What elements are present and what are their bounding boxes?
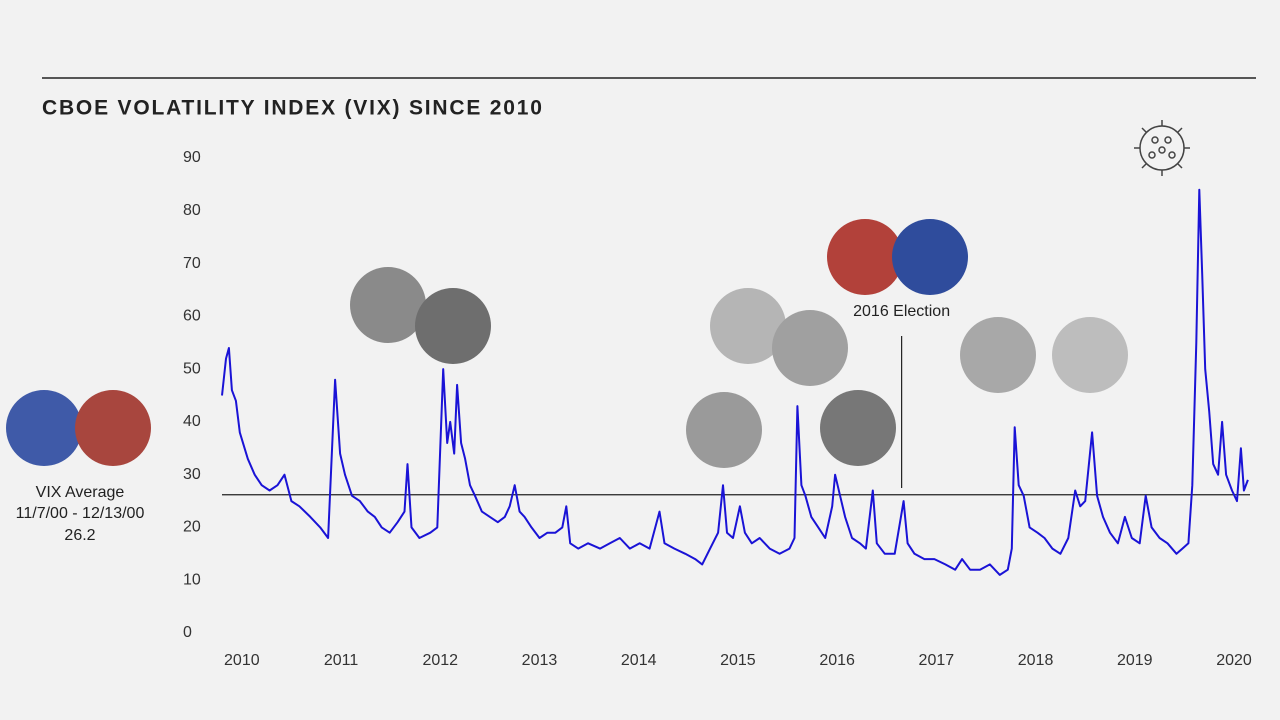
y-tick-label: 50 — [183, 360, 201, 377]
photo — [820, 390, 896, 466]
photo — [892, 219, 968, 295]
photo — [710, 288, 786, 364]
x-tick-label: 2019 — [1117, 652, 1153, 669]
photo — [75, 390, 151, 466]
x-tick-label: 2015 — [720, 652, 756, 669]
y-tick-label: 90 — [183, 149, 201, 166]
series-line — [221, 188, 1249, 576]
y-tick-label: 60 — [183, 308, 201, 325]
y-tick-label: 0 — [183, 624, 192, 641]
reference-label: VIX Average — [36, 484, 125, 501]
photo — [350, 267, 426, 343]
x-tick-label: 2011 — [324, 652, 359, 669]
x-tick-label: 2010 — [224, 652, 260, 669]
y-tick-label: 20 — [183, 519, 201, 536]
x-tick-label: 2018 — [1018, 652, 1054, 669]
y-tick-label: 30 — [183, 466, 201, 483]
x-tick-label: 2014 — [621, 652, 657, 669]
photo — [960, 317, 1036, 393]
photo — [686, 392, 762, 468]
annotation-label: 2016 Election — [853, 303, 950, 320]
chart-title: CBOE VOLATILITY INDEX (VIX) SINCE 2010 — [42, 97, 544, 120]
reference-value: 26.2 — [64, 527, 95, 544]
photo — [1052, 317, 1128, 393]
y-tick-label: 80 — [183, 202, 201, 219]
y-tick-label: 10 — [183, 571, 201, 588]
photo — [827, 219, 903, 295]
virus-icon — [1134, 120, 1190, 176]
photo — [6, 390, 82, 466]
x-tick-label: 2020 — [1216, 652, 1252, 669]
photo-decorations — [6, 120, 1190, 468]
photo — [772, 310, 848, 386]
x-tick-label: 2012 — [422, 652, 458, 669]
x-tick-label: 2013 — [522, 652, 558, 669]
x-tick-label: 2017 — [919, 652, 955, 669]
photo — [415, 288, 491, 364]
y-tick-label: 70 — [183, 255, 201, 272]
x-tick-label: 2016 — [819, 652, 855, 669]
y-tick-label: 40 — [183, 413, 201, 430]
reference-label: 11/7/00 - 12/13/00 — [16, 505, 145, 522]
